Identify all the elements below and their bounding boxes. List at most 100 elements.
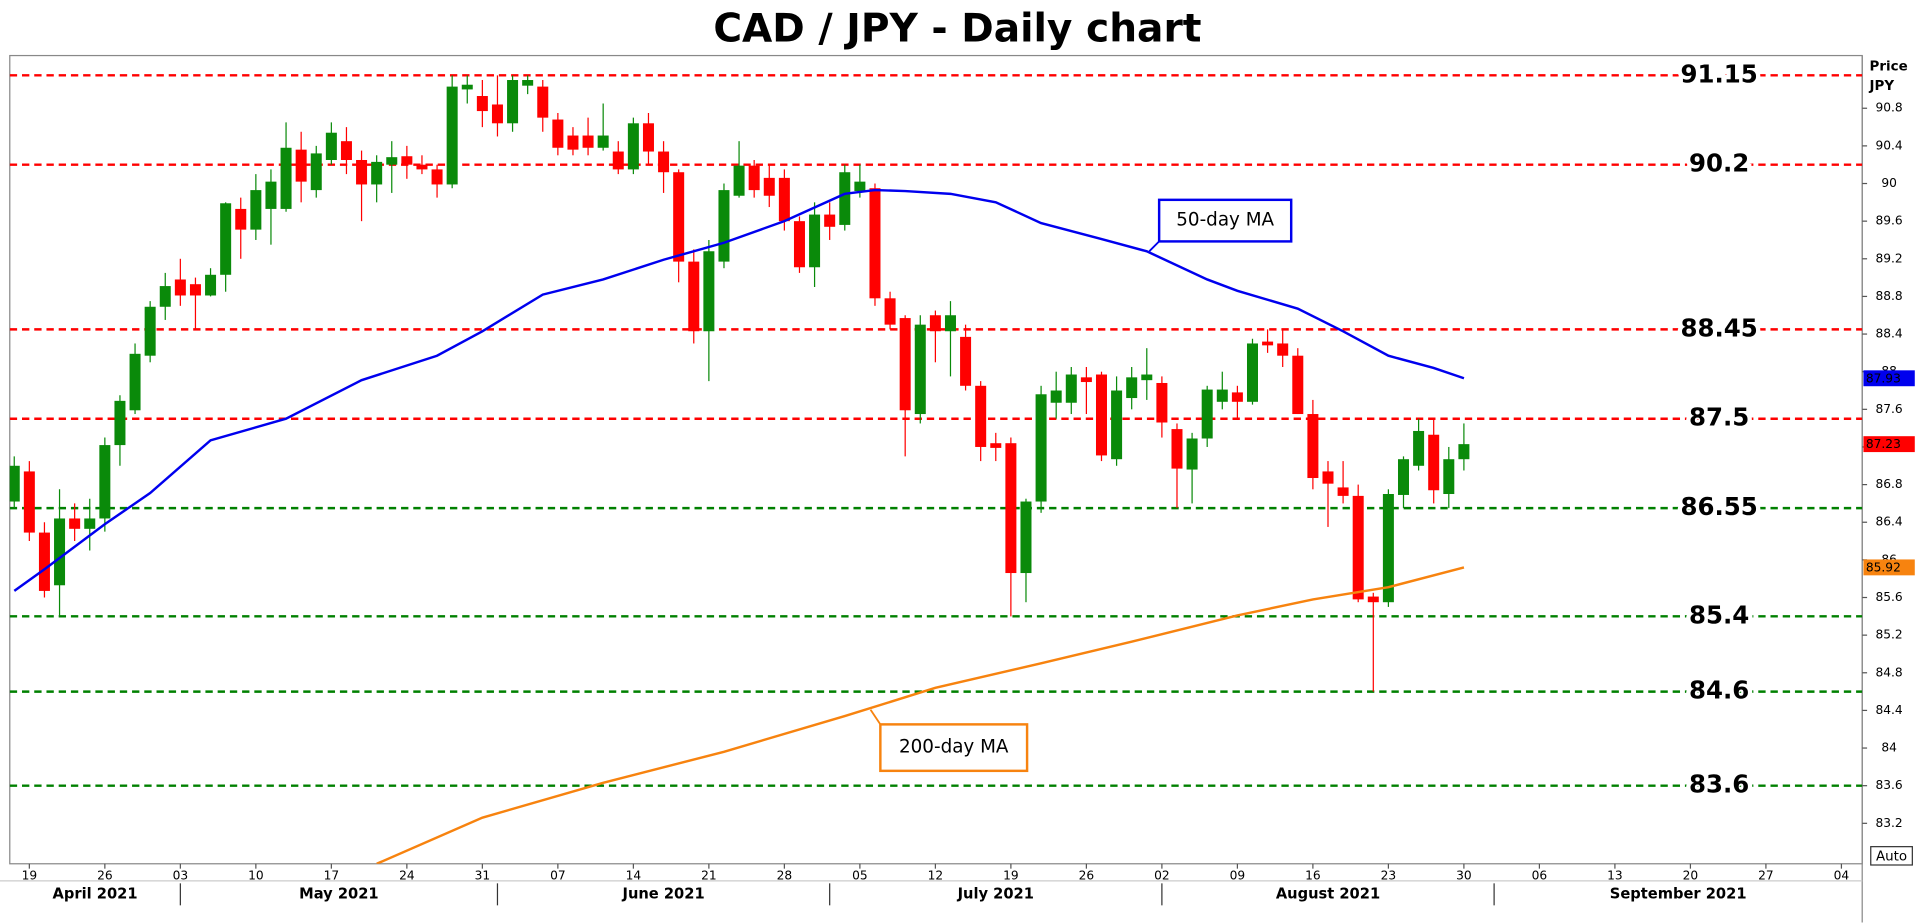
candle-body bbox=[914, 324, 926, 415]
candle-body bbox=[250, 190, 262, 230]
y-tick-label: 85.6 bbox=[1875, 590, 1902, 604]
level-label: 87.5 bbox=[1689, 403, 1749, 432]
price-tag bbox=[1863, 370, 1915, 387]
candle-body bbox=[703, 251, 715, 332]
month-label: July 2021 bbox=[957, 885, 1034, 902]
x-tick-label: 12 bbox=[928, 869, 944, 883]
candle-body bbox=[54, 518, 66, 586]
x-tick-label: 17 bbox=[324, 869, 340, 883]
candle-body bbox=[793, 221, 805, 268]
candle-body bbox=[673, 172, 685, 262]
x-tick-label: 03 bbox=[173, 869, 189, 883]
candle-body bbox=[1307, 414, 1319, 479]
candle-body bbox=[763, 177, 775, 196]
y-tick-label: 84.8 bbox=[1875, 665, 1902, 679]
candle-body bbox=[356, 159, 368, 185]
candle-body bbox=[1367, 596, 1379, 603]
candle-body bbox=[1246, 343, 1258, 402]
candle-body bbox=[899, 318, 911, 411]
candle-body bbox=[1413, 430, 1425, 466]
candle-body bbox=[476, 96, 488, 112]
candle-body bbox=[401, 156, 413, 165]
candle-body bbox=[386, 157, 398, 165]
candle-body bbox=[129, 353, 141, 411]
y-tick-label: 86.8 bbox=[1875, 477, 1902, 491]
candle-body bbox=[552, 119, 564, 148]
candle-body bbox=[582, 135, 594, 148]
candle-body bbox=[325, 132, 337, 160]
candle-body bbox=[1050, 390, 1062, 403]
candle-body bbox=[1322, 471, 1334, 484]
annotation-box bbox=[879, 723, 1029, 773]
auto-button[interactable] bbox=[1870, 846, 1913, 866]
y-tick-label: 88.8 bbox=[1875, 289, 1902, 303]
candle-body bbox=[1397, 459, 1409, 495]
candle-body bbox=[809, 214, 821, 268]
price-tag-label: 87.23 bbox=[1866, 437, 1901, 451]
level-label: 85.4 bbox=[1689, 600, 1749, 629]
x-tick-label: 26 bbox=[97, 869, 113, 883]
x-tick-label: 21 bbox=[701, 869, 717, 883]
x-tick-label: 24 bbox=[399, 869, 415, 883]
candle-body bbox=[597, 135, 609, 148]
candle-body bbox=[1216, 389, 1228, 402]
candle-body bbox=[567, 135, 579, 150]
price-tag-label: 87.93 bbox=[1866, 371, 1901, 385]
x-tick-label: 30 bbox=[1456, 869, 1472, 883]
x-tick-label: 13 bbox=[1607, 869, 1623, 883]
plot-area bbox=[9, 74, 1863, 864]
y-tick-label: 87.6 bbox=[1875, 402, 1902, 416]
candle-body bbox=[1201, 389, 1213, 439]
candle-body bbox=[1382, 494, 1394, 603]
candle-body bbox=[748, 165, 760, 191]
candle-body bbox=[1337, 487, 1349, 496]
candle-body bbox=[884, 298, 896, 325]
candle-body bbox=[944, 315, 956, 332]
level-label: 90.2 bbox=[1689, 149, 1749, 178]
level-label: 88.45 bbox=[1680, 313, 1757, 342]
level-label: 91.15 bbox=[1680, 59, 1757, 88]
y-tick-label: 85.2 bbox=[1875, 628, 1902, 642]
candle-body bbox=[295, 149, 307, 182]
candle-body bbox=[310, 153, 322, 191]
candle-body bbox=[1080, 377, 1092, 383]
candle-body bbox=[975, 385, 987, 447]
month-label: April 2021 bbox=[53, 885, 138, 902]
candle-body bbox=[1262, 341, 1274, 346]
x-tick-label: 27 bbox=[1758, 869, 1774, 883]
annotation-label: 200-day MA bbox=[899, 737, 1009, 758]
candle-body bbox=[507, 80, 519, 124]
candle-body bbox=[537, 86, 549, 118]
y-axis-label: JPY bbox=[1869, 79, 1895, 94]
candle-body bbox=[416, 164, 428, 170]
candle-body bbox=[824, 214, 836, 227]
candle-body bbox=[1035, 394, 1047, 502]
candle-body bbox=[1277, 343, 1289, 356]
annotation-leader bbox=[869, 709, 882, 725]
annotation-leader bbox=[1148, 240, 1160, 252]
candle-body bbox=[1458, 444, 1470, 460]
candle-body bbox=[159, 286, 171, 307]
candle-body bbox=[1186, 438, 1198, 470]
candle-body bbox=[38, 532, 50, 591]
annotation-label: 50-day MA bbox=[1176, 210, 1274, 231]
candle-body bbox=[718, 190, 730, 262]
x-tick-label: 10 bbox=[248, 869, 264, 883]
candle-body bbox=[461, 84, 473, 90]
y-tick-label: 89.2 bbox=[1875, 251, 1902, 265]
auto-button-label[interactable]: Auto bbox=[1876, 849, 1907, 864]
x-tick-label: 05 bbox=[852, 869, 868, 883]
x-tick-label: 02 bbox=[1154, 869, 1170, 883]
x-tick-label: 04 bbox=[1834, 869, 1850, 883]
candle-body bbox=[854, 181, 866, 192]
candle-body bbox=[84, 518, 96, 529]
candle-body bbox=[205, 274, 217, 296]
candle-body bbox=[627, 123, 639, 170]
candle-body bbox=[1005, 443, 1017, 574]
candle-body bbox=[235, 208, 247, 230]
candle-body bbox=[23, 471, 35, 533]
level-label: 83.6 bbox=[1689, 770, 1749, 799]
y-tick-label: 90.4 bbox=[1875, 138, 1902, 152]
candle-body bbox=[1126, 377, 1138, 399]
